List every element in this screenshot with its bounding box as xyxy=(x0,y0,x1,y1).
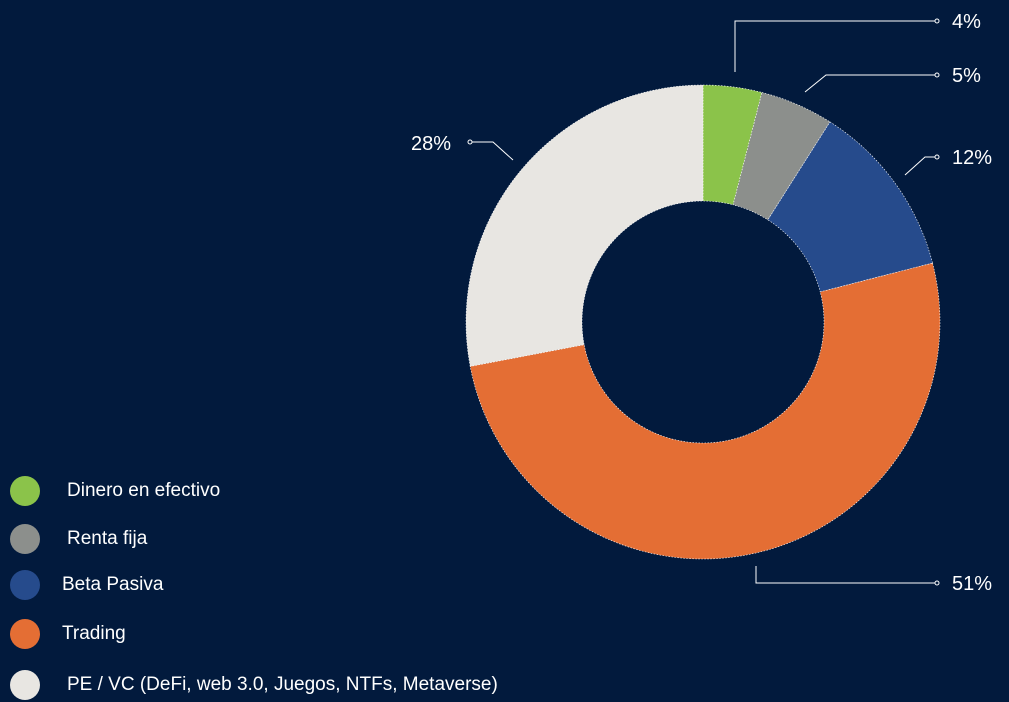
legend-item-dinero: Dinero en efectivo xyxy=(10,476,220,506)
legend-item-trading: Trading xyxy=(10,619,126,649)
legend-dot-white xyxy=(10,670,40,700)
leader-line-renta-fija xyxy=(804,74,937,93)
legend-item-pe-vc: PE / VC (DeFi, web 3.0, Juegos, NTFs, Me… xyxy=(10,670,498,700)
label-trading-pct: 51% xyxy=(952,573,992,595)
label-beta-pasiva-pct: 12% xyxy=(952,147,992,169)
leader-dot xyxy=(934,18,940,24)
legend-label: Renta fija xyxy=(67,528,148,549)
leader-line-beta-pasiva xyxy=(904,156,937,176)
legend-dot-blue xyxy=(10,570,40,600)
legend-dot-green xyxy=(10,476,40,506)
leader-dot xyxy=(467,139,473,145)
legend-dot-orange xyxy=(10,619,40,649)
leader-dot xyxy=(934,154,940,160)
leader-dot xyxy=(934,72,940,78)
slice-trading xyxy=(469,262,941,560)
legend-item-renta-fija: Renta fija xyxy=(10,524,147,554)
slice-beta-pasiva xyxy=(767,121,933,293)
leader-line-trading xyxy=(755,566,937,584)
leader-dot xyxy=(934,580,940,586)
slice-pe-vc xyxy=(465,84,704,367)
legend-label: Beta Pasiva xyxy=(62,574,164,595)
label-renta-fija-pct: 5% xyxy=(952,65,981,87)
label-pe-vc-pct: 28% xyxy=(411,133,451,155)
legend-item-beta-pasiva: Beta Pasiva xyxy=(10,570,163,600)
slice-renta-fija xyxy=(732,92,831,221)
legend-dot-gray xyxy=(10,524,40,554)
leader-line-pe-vc xyxy=(470,141,514,161)
leader-lines xyxy=(467,18,940,586)
donut-slices xyxy=(465,84,941,560)
legend-label: PE / VC (DeFi, web 3.0, Juegos, NTFs, Me… xyxy=(67,674,498,695)
legend-label: Trading xyxy=(62,623,126,644)
leader-line-dinero xyxy=(734,20,937,72)
legend-label: Dinero en efectivo xyxy=(67,480,221,501)
percentage-labels: 4% 5% 12% 51% 28% xyxy=(411,11,992,595)
label-dinero-pct: 4% xyxy=(952,11,981,33)
